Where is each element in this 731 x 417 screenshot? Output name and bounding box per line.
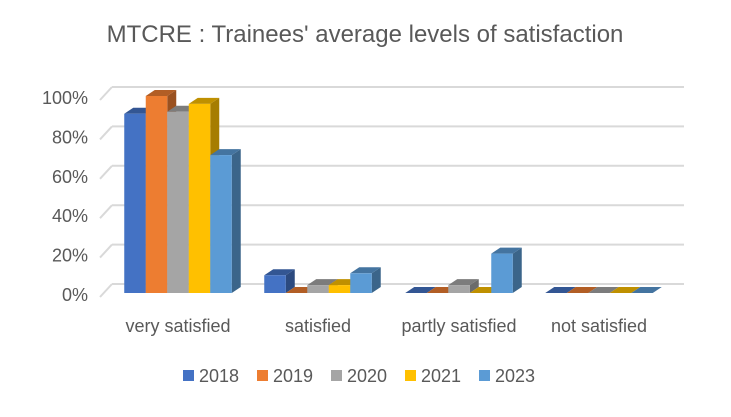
bar-side bbox=[512, 247, 522, 293]
bar-2019-not-satisfied bbox=[566, 287, 598, 293]
bar-side bbox=[285, 269, 295, 293]
y-tick-label: 20% bbox=[52, 246, 88, 266]
bar-front bbox=[328, 285, 351, 293]
bar-top bbox=[210, 149, 241, 156]
bar-front bbox=[448, 285, 470, 293]
bar-front bbox=[350, 273, 372, 293]
legend-swatch bbox=[479, 370, 490, 381]
bar-top bbox=[545, 287, 576, 293]
bar-front bbox=[491, 253, 513, 293]
bar-2023-satisfied bbox=[350, 267, 381, 293]
bar-top bbox=[566, 287, 598, 293]
bar-2018-partly-satisfied bbox=[405, 287, 436, 293]
legend-item-2021: 2021 bbox=[405, 366, 461, 386]
bar-top bbox=[350, 267, 381, 274]
y-tick-label: 40% bbox=[52, 206, 88, 226]
bar-front bbox=[188, 103, 211, 293]
legend-item-2020: 2020 bbox=[331, 366, 387, 386]
gridline-wall bbox=[99, 165, 113, 180]
bar-top bbox=[588, 287, 619, 293]
x-tick-label: satisfied bbox=[285, 316, 351, 336]
bar-2021-not-satisfied bbox=[609, 287, 641, 293]
bar-top bbox=[609, 287, 641, 293]
bar-top bbox=[631, 287, 662, 293]
legend-swatch bbox=[183, 370, 194, 381]
bar-top bbox=[145, 90, 177, 96]
legend-label: 2018 bbox=[199, 366, 239, 386]
bar-front bbox=[167, 111, 189, 293]
legend-item-2023: 2023 bbox=[479, 366, 535, 386]
legend-label: 2021 bbox=[421, 366, 461, 386]
legend-label: 2019 bbox=[273, 366, 313, 386]
bar-2023-not-satisfied bbox=[631, 287, 662, 293]
bar-top bbox=[188, 97, 220, 104]
y-tick-label: 80% bbox=[52, 127, 88, 147]
bar-front bbox=[124, 113, 146, 293]
x-tick-label: partly satisfied bbox=[401, 316, 516, 336]
bar-top bbox=[264, 269, 295, 276]
bar-2020-partly-satisfied bbox=[448, 279, 479, 293]
y-tick-label: 100% bbox=[42, 88, 88, 108]
bar-2018-satisfied bbox=[264, 269, 295, 293]
bar-2023-partly-satisfied bbox=[491, 247, 522, 293]
bar-front bbox=[210, 155, 232, 293]
bar-top bbox=[491, 247, 522, 254]
bar-top bbox=[405, 287, 436, 293]
bar-top bbox=[307, 279, 338, 286]
bar-top bbox=[448, 279, 479, 286]
bar-2018-not-satisfied bbox=[545, 287, 576, 293]
bar-2020-not-satisfied bbox=[588, 287, 619, 293]
legend-label: 2020 bbox=[347, 366, 387, 386]
gridline-wall bbox=[99, 86, 113, 101]
legend-label: 2023 bbox=[495, 366, 535, 386]
legend-swatch bbox=[331, 370, 342, 381]
x-tick-label: very satisfied bbox=[125, 316, 230, 336]
bar-side bbox=[469, 279, 479, 293]
legend-item-2019: 2019 bbox=[257, 366, 313, 386]
bar-front bbox=[307, 285, 329, 293]
bar-front bbox=[264, 275, 286, 293]
gridline-wall bbox=[99, 125, 113, 141]
chart-title: MTCRE : Trainees' average levels of sati… bbox=[107, 21, 624, 48]
gridline-wall bbox=[99, 283, 113, 298]
legend-item-2018: 2018 bbox=[183, 366, 239, 386]
y-tick-label: 0% bbox=[62, 285, 88, 305]
legend-swatch bbox=[257, 370, 268, 381]
bar-2023-very-satisfied bbox=[210, 149, 241, 293]
y-tick-label: 60% bbox=[52, 167, 88, 187]
bar-side bbox=[371, 267, 381, 293]
x-tick-label: not satisfied bbox=[551, 316, 647, 336]
bar-front bbox=[145, 96, 168, 293]
gridline-wall bbox=[99, 243, 113, 259]
legend-swatch bbox=[405, 370, 416, 381]
bar-side bbox=[231, 149, 241, 293]
gridline-wall bbox=[99, 204, 113, 219]
